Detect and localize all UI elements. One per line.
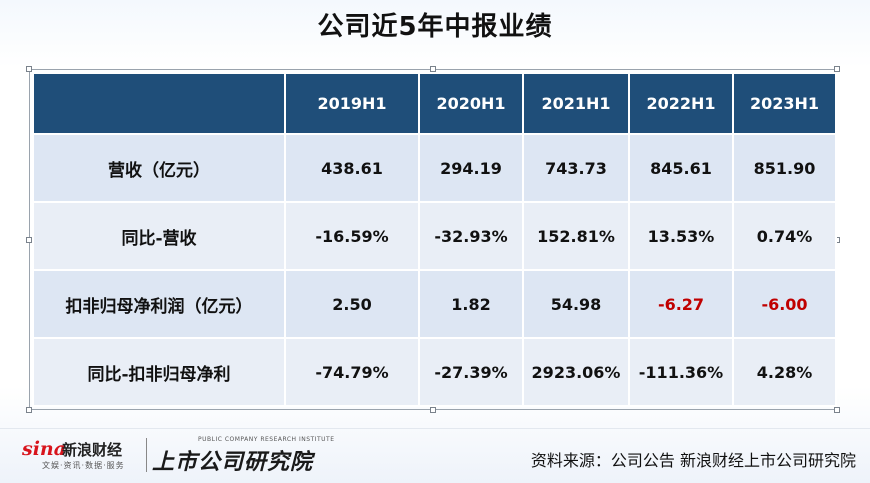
resize-handle-top-left[interactable]	[26, 66, 32, 72]
institute-logo-en: PUBLIC COMPANY RESEARCH INSTITUTE	[198, 436, 335, 443]
research-institute-logo: PUBLIC COMPANY RESEARCH INSTITUTE 上市公司研究…	[152, 434, 342, 475]
table-cell: -74.79%	[284, 337, 420, 407]
table-row: 同比-扣非归母净利 -74.79% -27.39% 2923.06% -111.…	[32, 337, 837, 407]
column-header: 2021H1	[522, 72, 630, 135]
row-label: 同比-营收	[32, 201, 286, 271]
table-cell: 13.53%	[628, 201, 734, 271]
logo-separator	[146, 438, 147, 472]
source-note: 资料来源：公司公告 新浪财经上市公司研究院	[530, 451, 856, 470]
row-label: 扣非归母净利润（亿元）	[32, 269, 286, 339]
table-header-row: 2019H1 2020H1 2021H1 2022H1 2023H1	[32, 72, 837, 135]
table-cell-negative: -6.00	[732, 269, 837, 339]
table-cell: 54.98	[522, 269, 630, 339]
sina-logo-sub: 文娱·资讯·数据·服务	[42, 461, 125, 470]
table-cell: 294.19	[418, 133, 524, 203]
table-row: 扣非归母净利润（亿元） 2.50 1.82 54.98 -6.27 -6.00	[32, 269, 837, 339]
resize-handle-middle-left[interactable]	[26, 237, 32, 243]
table-cell: 4.28%	[732, 337, 837, 407]
table-row: 同比-营收 -16.59% -32.93% 152.81% 13.53% 0.7…	[32, 201, 837, 271]
footer-divider	[0, 428, 870, 429]
table-cell-negative: -6.27	[628, 269, 734, 339]
table-cell: 2923.06%	[522, 337, 630, 407]
resize-handle-bottom-right[interactable]	[834, 407, 840, 413]
performance-table: 2019H1 2020H1 2021H1 2022H1 2023H1 营收（亿元…	[32, 72, 837, 407]
sina-finance-logo: sina 新浪财经 文娱·资讯·数据·服务	[22, 436, 140, 476]
table-cell: -111.36%	[628, 337, 734, 407]
row-label: 营收（亿元）	[32, 133, 286, 203]
resize-handle-top-right[interactable]	[834, 66, 840, 72]
table-cell: -32.93%	[418, 201, 524, 271]
table-cell: 152.81%	[522, 201, 630, 271]
table-cell: 438.61	[284, 133, 420, 203]
table-cell: -16.59%	[284, 201, 420, 271]
row-label: 同比-扣非归母净利	[32, 337, 286, 407]
table-cell: 743.73	[522, 133, 630, 203]
resize-handle-top-center[interactable]	[430, 66, 436, 72]
table-cell: 0.74%	[732, 201, 837, 271]
table-cell: -27.39%	[418, 337, 524, 407]
sina-logo-word: sina	[22, 438, 67, 460]
sina-logo-cn: 新浪财经	[62, 441, 123, 459]
table-cell: 851.90	[732, 133, 837, 203]
column-header: 2022H1	[628, 72, 734, 135]
table-row: 营收（亿元） 438.61 294.19 743.73 845.61 851.9…	[32, 133, 837, 203]
column-header: 2023H1	[732, 72, 837, 135]
table-cell: 2.50	[284, 269, 420, 339]
resize-handle-bottom-center[interactable]	[430, 407, 436, 413]
institute-logo-cn: 上市公司研究院	[152, 450, 314, 475]
header-corner-cell	[32, 72, 286, 135]
column-header: 2020H1	[418, 72, 524, 135]
page-title: 公司近5年中报业绩	[317, 12, 553, 42]
column-header: 2019H1	[284, 72, 420, 135]
table-cell: 845.61	[628, 133, 734, 203]
resize-handle-bottom-left[interactable]	[26, 407, 32, 413]
table-cell: 1.82	[418, 269, 524, 339]
